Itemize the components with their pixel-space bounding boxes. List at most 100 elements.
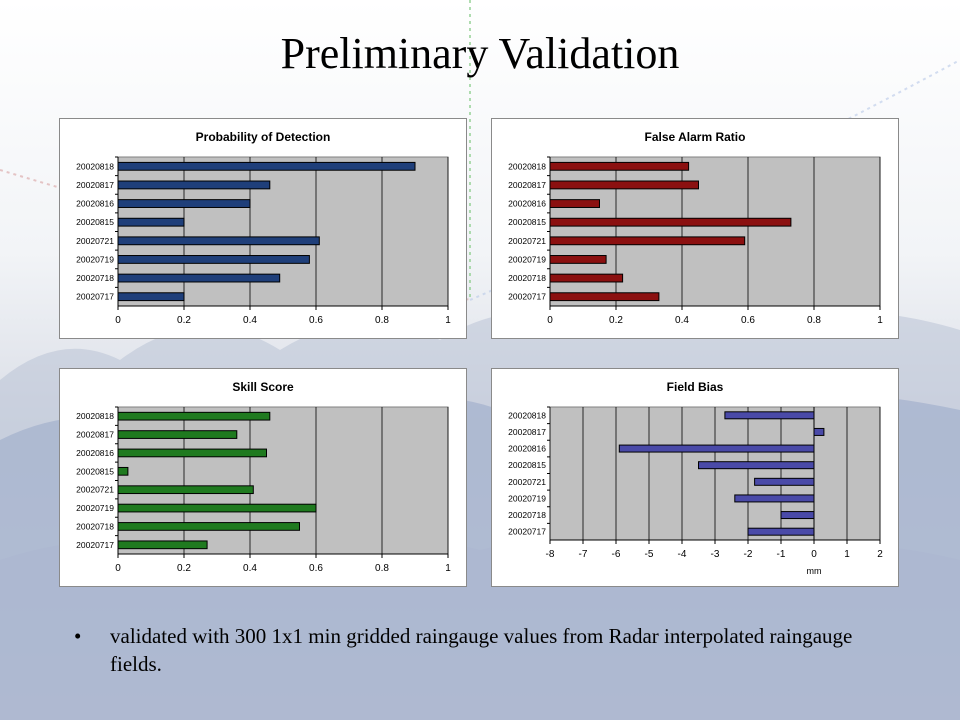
field-bias-category-label-20020816: 20020816 xyxy=(508,444,546,454)
field-bias-category-label-20020817: 20020817 xyxy=(508,427,546,437)
skill-score-category-label-20020817: 20020817 xyxy=(76,430,114,440)
field-bias-bar-20020815 xyxy=(698,461,815,470)
skill-score-category-label-20020721: 20020721 xyxy=(76,485,114,495)
field-bias-title: Field Bias xyxy=(667,380,724,394)
false-alarm-ratio-x-tick-label-1: 0.2 xyxy=(609,315,623,326)
probability-of-detection-bar-20020719 xyxy=(117,255,310,264)
chart-probability-of-detection: Probability of Detection 0 0.2 0.4 0.6 0.8 1 20… xyxy=(59,118,467,339)
field-bias-category-label-20020717: 20020717 xyxy=(508,527,546,537)
skill-score-category-label-20020818: 20020818 xyxy=(76,411,114,421)
probability-of-detection-bar-20020717 xyxy=(117,292,185,302)
field-bias-chart-svg: Field Bias -8 -7 -6 -5 -4 -3 -2 -1 0 1 2 mm 20020818 2… xyxy=(508,380,883,576)
field-bias-bar-20020817 xyxy=(813,427,825,436)
probability-of-detection-x-tick-label-5: 1 xyxy=(445,315,451,326)
skill-score-category-label-20020816: 20020816 xyxy=(76,448,114,458)
skill-score-bar-20020718 xyxy=(117,522,300,531)
skill-score-x-tick-label-3: 0.6 xyxy=(309,563,323,574)
field-bias-category-label-20020718: 20020718 xyxy=(508,510,546,520)
pod-chart-svg: Probability of Detection 0 0.2 0.4 0.6 0.8 1 20… xyxy=(76,130,451,326)
false-alarm-ratio-bar-20020719 xyxy=(549,255,607,264)
probability-of-detection-bar-20020817 xyxy=(117,180,271,190)
skill-score-category-label-20020717: 20020717 xyxy=(76,540,114,550)
field-bias-x-tick-label-4: -4 xyxy=(678,549,687,560)
field-bias-category-label-20020721: 20020721 xyxy=(508,477,546,487)
probability-of-detection-bar-20020721 xyxy=(117,236,320,246)
false-alarm-ratio-category-label-20020817: 20020817 xyxy=(508,180,546,190)
skill-score-bar-20020818 xyxy=(117,411,271,421)
skill-score-bar-20020817 xyxy=(117,430,238,439)
field-bias-bar-20020718 xyxy=(780,511,815,520)
field-bias-bar-20020818 xyxy=(724,411,815,420)
probability-of-detection-title: Probability of Detection xyxy=(196,130,331,144)
false-alarm-ratio-bar-20020817 xyxy=(549,180,699,190)
field-bias-bar-20020719 xyxy=(734,494,815,503)
chart-field-bias: Field Bias -8 -7 -6 -5 -4 -3 -2 -1 0 1 2 mm 20020818 2… xyxy=(491,368,899,587)
probability-of-detection-bar-20020816 xyxy=(117,199,251,208)
false-alarm-ratio-category-label-20020717: 20020717 xyxy=(508,292,546,302)
field-bias-category-label-20020818: 20020818 xyxy=(508,410,546,420)
false-alarm-ratio-category-label-20020721: 20020721 xyxy=(508,236,546,246)
false-alarm-ratio-x-tick-label-2: 0.4 xyxy=(675,315,689,326)
field-bias-x-tick-label-5: -3 xyxy=(711,549,720,560)
field-bias-x-tick-label-1: -7 xyxy=(579,549,588,560)
skill-score-plot-area xyxy=(117,406,449,555)
false-alarm-ratio-x-tick-label-3: 0.6 xyxy=(741,315,755,326)
skill-score-x-tick-label-1: 0.2 xyxy=(177,563,191,574)
field-bias-x-tick-label-3: -5 xyxy=(645,549,654,560)
field-bias-x-tick-label-7: -1 xyxy=(777,549,786,560)
skill-score-chart-svg: Skill Score 0 0.2 0.4 0.6 0.8 1 20020818 2002081… xyxy=(76,380,451,574)
false-alarm-ratio-category-label-20020818: 20020818 xyxy=(508,161,546,171)
field-bias-bar-20020717 xyxy=(747,527,815,536)
bullet-item: • validated with 300 1x1 min gridded rai… xyxy=(74,622,854,678)
skill-score-x-tick-label-4: 0.8 xyxy=(375,563,389,574)
slide-title: Preliminary Validation xyxy=(280,29,680,78)
probability-of-detection-category-label-20020717: 20020717 xyxy=(76,292,114,302)
false-alarm-ratio-category-label-20020816: 20020816 xyxy=(508,199,546,209)
false-alarm-ratio-bar-20020816 xyxy=(549,199,600,208)
skill-score-x-tick-label-2: 0.4 xyxy=(243,563,257,574)
probability-of-detection-x-tick-label-1: 0.2 xyxy=(177,315,191,326)
probability-of-detection-bar-20020818 xyxy=(117,161,416,171)
chart-skill-score: Skill Score 0 0.2 0.4 0.6 0.8 1 20020818 2002081… xyxy=(59,368,467,587)
probability-of-detection-x-tick-label-0: 0 xyxy=(115,315,121,326)
skill-score-x-tick-label-0: 0 xyxy=(115,563,121,574)
skill-score-x-tick-label-5: 1 xyxy=(445,563,451,574)
probability-of-detection-category-label-20020718: 20020718 xyxy=(76,273,114,283)
false-alarm-ratio-plot-area xyxy=(549,156,881,307)
skill-score-bar-20020721 xyxy=(117,485,254,495)
skill-score-category-label-20020719: 20020719 xyxy=(76,503,114,513)
false-alarm-ratio-x-tick-label-4: 0.8 xyxy=(807,315,821,326)
field-bias-bar-20020721 xyxy=(754,477,815,486)
skill-score-title: Skill Score xyxy=(232,380,294,394)
false-alarm-ratio-category-label-20020718: 20020718 xyxy=(508,273,546,283)
probability-of-detection-x-tick-label-3: 0.6 xyxy=(309,315,323,326)
field-bias-x-tick-label-8: 0 xyxy=(811,549,817,560)
field-bias-category-label-20020815: 20020815 xyxy=(508,460,546,470)
probability-of-detection-plot-area xyxy=(117,156,449,307)
false-alarm-ratio-category-label-20020815: 20020815 xyxy=(508,217,546,227)
field-bias-bar-20020816 xyxy=(618,444,815,453)
skill-score-category-label-20020815: 20020815 xyxy=(76,466,114,476)
field-bias-x-tick-label-6: -2 xyxy=(744,549,753,560)
skill-score-category-label-20020718: 20020718 xyxy=(76,521,114,531)
false-alarm-ratio-category-label-20020719: 20020719 xyxy=(508,254,546,264)
probability-of-detection-category-label-20020721: 20020721 xyxy=(76,236,114,246)
far-chart-svg: False Alarm Ratio 0 0.2 0.4 0.6 0.8 1 20020818 2… xyxy=(508,130,883,326)
bullet-text: validated with 300 1x1 min gridded raing… xyxy=(110,624,853,676)
bullet-marker: • xyxy=(74,624,82,648)
probability-of-detection-category-label-20020816: 20020816 xyxy=(76,199,114,209)
probability-of-detection-bar-20020718 xyxy=(117,273,281,283)
false-alarm-ratio-x-tick-label-0: 0 xyxy=(547,315,553,326)
field-bias-category-label-20020719: 20020719 xyxy=(508,493,546,503)
false-alarm-ratio-bar-20020721 xyxy=(549,236,746,246)
skill-score-bar-20020815 xyxy=(117,466,129,476)
false-alarm-ratio-title: False Alarm Ratio xyxy=(645,130,746,144)
field-bias-x-tick-label-10: 2 xyxy=(877,549,883,560)
false-alarm-ratio-bar-20020718 xyxy=(549,273,624,283)
false-alarm-ratio-x-tick-label-5: 1 xyxy=(877,315,883,326)
false-alarm-ratio-bar-20020815 xyxy=(549,217,792,227)
probability-of-detection-bar-20020815 xyxy=(117,217,185,227)
probability-of-detection-x-tick-label-4: 0.8 xyxy=(375,315,389,326)
skill-score-bar-20020719 xyxy=(117,503,317,513)
